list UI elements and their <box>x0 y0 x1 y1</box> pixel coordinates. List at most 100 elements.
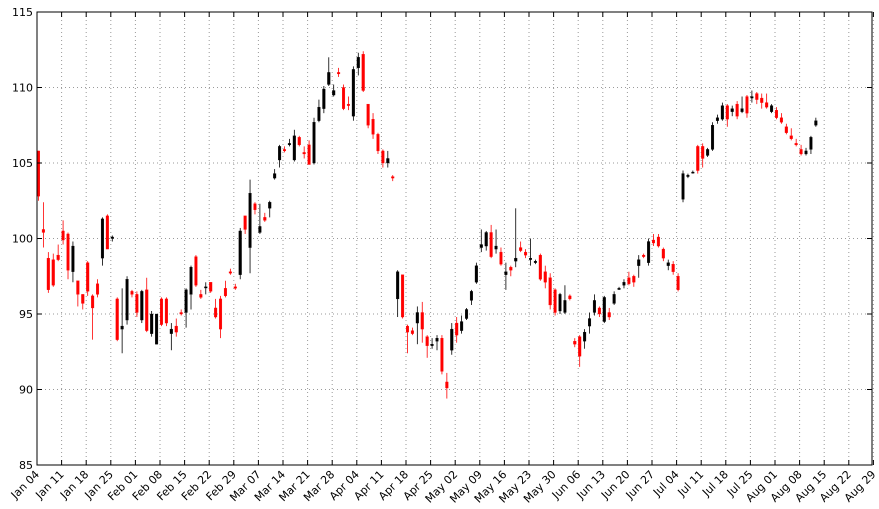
candle-body <box>794 143 798 146</box>
candle-body <box>627 277 631 284</box>
y-tick-label: 105 <box>12 157 33 170</box>
candle-body <box>332 90 336 96</box>
candle-body <box>71 245 75 272</box>
candle <box>292 129 296 162</box>
candle <box>779 113 783 124</box>
candle-body <box>327 72 331 85</box>
candle-body <box>814 120 818 126</box>
candle-body <box>420 312 424 330</box>
candle <box>366 103 370 129</box>
candle-body <box>578 336 582 357</box>
candle-body <box>450 328 454 351</box>
candle-body <box>460 321 464 331</box>
candle <box>465 307 469 321</box>
candle <box>460 315 464 334</box>
candle-body <box>228 271 232 274</box>
candle-body <box>735 103 739 117</box>
candle-body <box>169 328 173 334</box>
candle <box>396 270 400 318</box>
candle-body <box>51 259 55 286</box>
candle <box>450 323 454 355</box>
candle-body <box>430 344 434 346</box>
candle <box>263 212 267 222</box>
candle <box>814 117 818 127</box>
candle-body <box>538 254 542 280</box>
candle-body <box>691 171 695 174</box>
candle <box>681 170 685 203</box>
candle-body <box>410 330 414 334</box>
candle <box>223 280 227 298</box>
candle <box>494 229 498 254</box>
candle-body <box>233 286 237 289</box>
candle <box>66 232 70 280</box>
candle-body <box>366 103 370 126</box>
candle <box>730 105 734 117</box>
candle-body <box>297 137 301 146</box>
candle-body <box>607 312 611 318</box>
candle <box>425 335 429 358</box>
candle <box>612 291 616 305</box>
candle-body <box>528 257 532 260</box>
candle <box>307 140 311 165</box>
candle <box>351 66 355 121</box>
candle-body <box>750 96 754 99</box>
candle <box>484 230 488 251</box>
candle-body <box>809 137 813 150</box>
candle <box>376 132 380 154</box>
candle <box>179 309 183 316</box>
candle <box>214 298 218 319</box>
candle-body <box>533 260 537 263</box>
candle <box>435 335 439 351</box>
candle-body <box>145 289 149 331</box>
candle-body <box>96 283 100 295</box>
candle-body <box>558 294 562 312</box>
candle <box>381 149 385 168</box>
candle-body <box>287 143 291 146</box>
candle-body <box>317 106 321 121</box>
candle <box>287 138 291 147</box>
candle-body <box>622 282 626 286</box>
candle <box>415 306 419 345</box>
candle <box>789 128 793 141</box>
candle <box>120 288 124 354</box>
candle <box>194 255 198 287</box>
x-tick-label: Jul 04 <box>650 468 682 500</box>
candle <box>666 259 670 271</box>
candle-body <box>774 110 778 118</box>
plot-background <box>37 12 872 465</box>
candle-body <box>66 233 70 271</box>
candle <box>135 291 139 318</box>
candle <box>184 288 188 328</box>
candle-body <box>199 294 203 298</box>
candle <box>656 233 660 248</box>
candle-body <box>661 248 665 259</box>
candle-body <box>588 318 592 327</box>
candle-body <box>706 149 710 156</box>
candle <box>150 310 154 337</box>
candle <box>420 301 424 343</box>
candle <box>46 252 50 293</box>
candle <box>725 104 729 127</box>
candle-body <box>671 264 675 272</box>
candle-body <box>76 280 80 295</box>
candle-body <box>755 93 759 100</box>
candle <box>258 203 262 234</box>
candle <box>745 95 749 118</box>
candle-body <box>509 267 513 271</box>
candle <box>391 175 395 182</box>
candle <box>524 249 528 259</box>
candle-body <box>155 313 159 345</box>
candle <box>509 265 513 277</box>
candle <box>164 297 168 327</box>
candle <box>268 200 272 218</box>
candle-body <box>465 309 469 319</box>
candle <box>155 313 159 345</box>
candle <box>765 93 769 109</box>
candle <box>228 268 232 275</box>
candle-body <box>361 54 365 91</box>
candle-body <box>36 150 40 197</box>
candle-body <box>583 331 587 342</box>
candle <box>248 179 252 274</box>
candle <box>253 202 257 215</box>
candle <box>711 122 715 151</box>
